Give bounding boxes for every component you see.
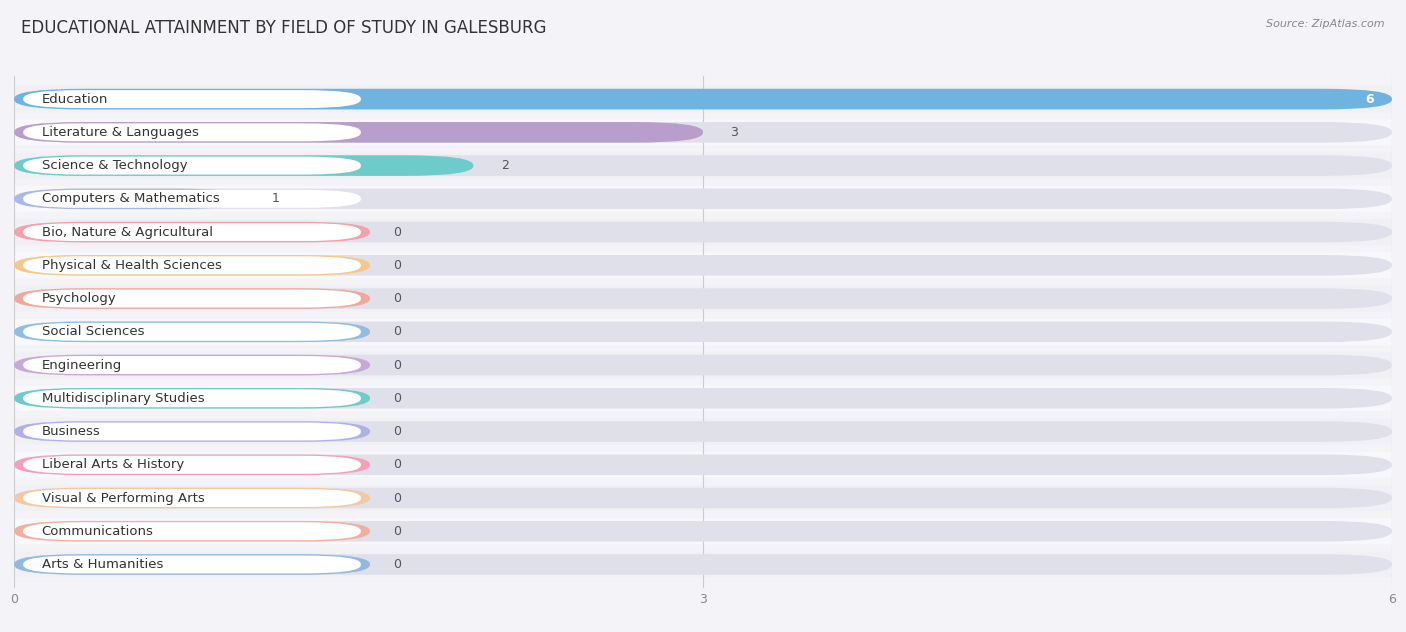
FancyBboxPatch shape	[14, 153, 1392, 179]
FancyBboxPatch shape	[14, 386, 1392, 411]
Text: 6: 6	[1365, 93, 1374, 106]
Text: Arts & Humanities: Arts & Humanities	[42, 558, 163, 571]
FancyBboxPatch shape	[14, 355, 1392, 375]
FancyBboxPatch shape	[24, 356, 361, 374]
FancyBboxPatch shape	[14, 388, 1392, 409]
FancyBboxPatch shape	[14, 322, 370, 342]
FancyBboxPatch shape	[14, 86, 1392, 112]
Text: 0: 0	[394, 458, 401, 471]
FancyBboxPatch shape	[14, 554, 1392, 574]
Text: 0: 0	[394, 492, 401, 504]
FancyBboxPatch shape	[24, 289, 361, 308]
Text: Psychology: Psychology	[42, 292, 117, 305]
FancyBboxPatch shape	[14, 186, 1392, 212]
Text: Bio, Nature & Agricultural: Bio, Nature & Agricultural	[42, 226, 212, 238]
FancyBboxPatch shape	[14, 388, 370, 409]
FancyBboxPatch shape	[14, 255, 370, 276]
FancyBboxPatch shape	[14, 454, 1392, 475]
FancyBboxPatch shape	[14, 89, 1392, 109]
FancyBboxPatch shape	[24, 456, 361, 474]
FancyBboxPatch shape	[14, 188, 243, 209]
Text: 0: 0	[394, 226, 401, 238]
Text: 0: 0	[394, 358, 401, 372]
FancyBboxPatch shape	[24, 556, 361, 573]
Text: Liberal Arts & History: Liberal Arts & History	[42, 458, 184, 471]
Text: Communications: Communications	[42, 525, 153, 538]
FancyBboxPatch shape	[14, 418, 1392, 444]
FancyBboxPatch shape	[14, 485, 1392, 511]
FancyBboxPatch shape	[14, 488, 1392, 508]
Text: 0: 0	[394, 558, 401, 571]
FancyBboxPatch shape	[14, 119, 1392, 145]
FancyBboxPatch shape	[14, 155, 474, 176]
Text: Science & Technology: Science & Technology	[42, 159, 187, 172]
FancyBboxPatch shape	[14, 554, 370, 574]
FancyBboxPatch shape	[24, 323, 361, 341]
FancyBboxPatch shape	[14, 155, 1392, 176]
FancyBboxPatch shape	[14, 286, 1392, 312]
Text: Literature & Languages: Literature & Languages	[42, 126, 198, 139]
FancyBboxPatch shape	[14, 355, 370, 375]
FancyBboxPatch shape	[14, 488, 370, 508]
FancyBboxPatch shape	[14, 352, 1392, 378]
FancyBboxPatch shape	[24, 190, 361, 208]
FancyBboxPatch shape	[14, 222, 370, 243]
Text: Social Sciences: Social Sciences	[42, 325, 145, 338]
FancyBboxPatch shape	[14, 521, 1392, 542]
FancyBboxPatch shape	[14, 219, 1392, 245]
FancyBboxPatch shape	[24, 157, 361, 174]
Text: EDUCATIONAL ATTAINMENT BY FIELD OF STUDY IN GALESBURG: EDUCATIONAL ATTAINMENT BY FIELD OF STUDY…	[21, 19, 547, 37]
FancyBboxPatch shape	[14, 89, 1392, 109]
FancyBboxPatch shape	[14, 122, 703, 143]
FancyBboxPatch shape	[24, 489, 361, 507]
Text: Source: ZipAtlas.com: Source: ZipAtlas.com	[1267, 19, 1385, 29]
FancyBboxPatch shape	[14, 319, 1392, 345]
Text: 0: 0	[394, 425, 401, 438]
Text: Physical & Health Sciences: Physical & Health Sciences	[42, 259, 222, 272]
FancyBboxPatch shape	[14, 421, 1392, 442]
FancyBboxPatch shape	[14, 288, 1392, 309]
FancyBboxPatch shape	[24, 223, 361, 241]
Text: 0: 0	[394, 325, 401, 338]
Text: Business: Business	[42, 425, 100, 438]
Text: Computers & Mathematics: Computers & Mathematics	[42, 192, 219, 205]
Text: Education: Education	[42, 93, 108, 106]
FancyBboxPatch shape	[14, 452, 1392, 478]
FancyBboxPatch shape	[24, 522, 361, 540]
FancyBboxPatch shape	[24, 423, 361, 441]
FancyBboxPatch shape	[14, 552, 1392, 578]
FancyBboxPatch shape	[14, 255, 1392, 276]
Text: 0: 0	[394, 392, 401, 404]
FancyBboxPatch shape	[14, 518, 1392, 544]
FancyBboxPatch shape	[14, 222, 1392, 243]
Text: 3: 3	[731, 126, 738, 139]
Text: Engineering: Engineering	[42, 358, 122, 372]
FancyBboxPatch shape	[24, 123, 361, 142]
FancyBboxPatch shape	[24, 257, 361, 274]
Text: Visual & Performing Arts: Visual & Performing Arts	[42, 492, 204, 504]
FancyBboxPatch shape	[14, 122, 1392, 143]
FancyBboxPatch shape	[14, 322, 1392, 342]
FancyBboxPatch shape	[14, 454, 370, 475]
FancyBboxPatch shape	[14, 421, 370, 442]
Text: 0: 0	[394, 525, 401, 538]
Text: 2: 2	[501, 159, 509, 172]
FancyBboxPatch shape	[14, 521, 370, 542]
Text: Multidisciplinary Studies: Multidisciplinary Studies	[42, 392, 204, 404]
FancyBboxPatch shape	[24, 389, 361, 407]
FancyBboxPatch shape	[24, 90, 361, 108]
FancyBboxPatch shape	[14, 288, 370, 309]
Text: 0: 0	[394, 292, 401, 305]
Text: 0: 0	[394, 259, 401, 272]
Text: 1: 1	[271, 192, 280, 205]
FancyBboxPatch shape	[14, 252, 1392, 278]
FancyBboxPatch shape	[14, 188, 1392, 209]
